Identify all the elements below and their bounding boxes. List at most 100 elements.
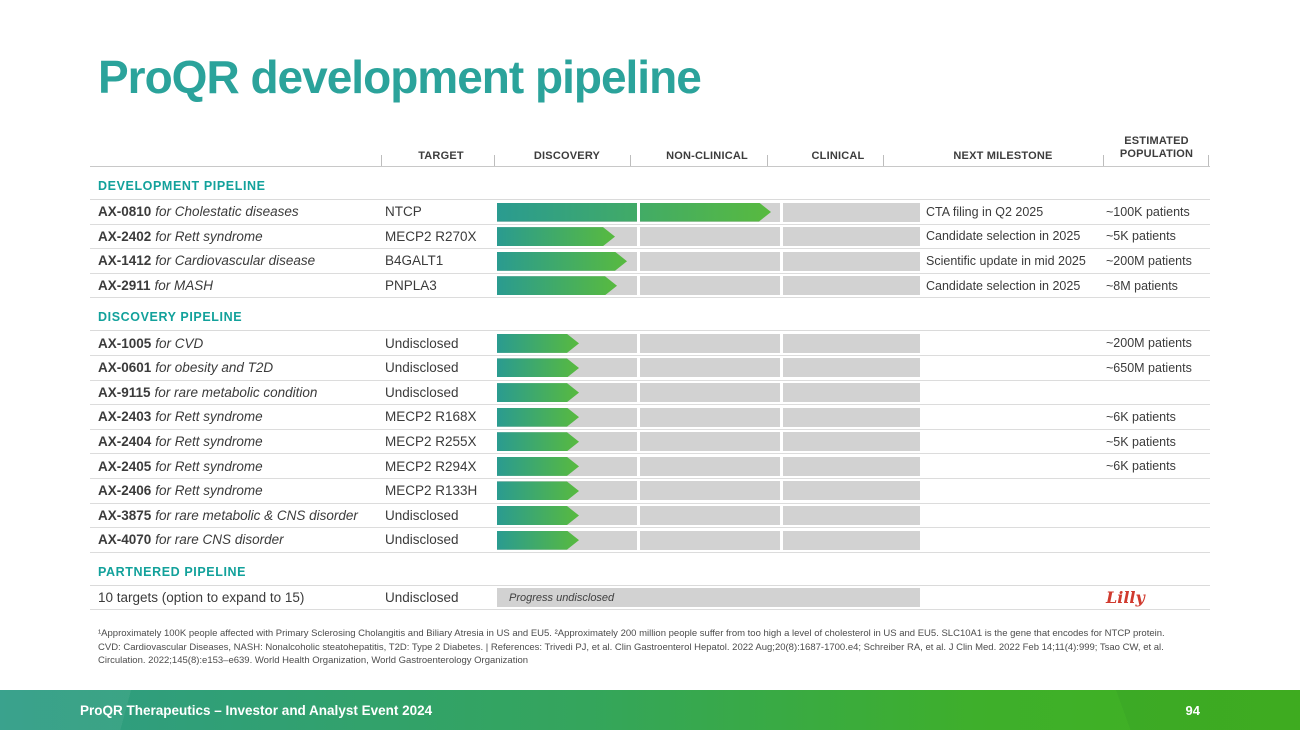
column-divider [637,505,640,526]
progress-undisclosed-label: Progress undisclosed [509,591,615,604]
progress-track [497,454,920,478]
track-segment-non-clinical [640,358,780,378]
product-name: AX-2405 for Rett syndrome [90,459,385,474]
target-cell: PNPLA3 [385,278,437,294]
progress-bar [497,457,579,476]
product-indication: for Rett syndrome [155,483,263,499]
column-header-non-clinical: NON-CLINICAL [666,150,748,162]
pipeline-row-ax-2405: AX-2405 for Rett syndrome MECP2 R294X ~6K… [90,454,1210,479]
progress-bar [497,252,627,271]
pipeline-row-ax-4070: AX-4070 for rare CNS disorder Undisclosed [90,528,1210,553]
pipeline-row-ax-2402: AX-2402 for Rett syndrome MECP2 R270X Can… [90,225,1210,250]
footer-title: ProQR Therapeutics – Investor and Analys… [80,702,433,718]
product-indication: for rare metabolic & CNS disorder [155,507,358,523]
progress-track [497,249,920,273]
footnote-line: Circulation. 2022;145(8):e153–e639. Worl… [98,655,529,666]
progress-bar [497,506,579,525]
product-name: AX-1005 for CVD [90,336,385,351]
population-cell: ~6K patients [1106,409,1176,424]
target-cell: MECP2 R255X [385,434,477,450]
milestone-cell: CTA filing in Q2 2025 [926,204,1044,219]
lilly-logo: Lilly [1106,588,1145,608]
pipeline-row-ax-0601: AX-0601 for obesity and T2D Undisclosed ~… [90,356,1210,381]
product-indication: for rare CNS disorder [155,532,284,548]
track-segment-non-clinical [640,432,780,452]
column-tick [767,155,768,166]
track-segment-non-clinical [640,481,780,501]
footnote-line: ¹Approximately 100K people affected with… [98,628,1165,639]
population-cell: ~5K patients [1106,229,1176,244]
slide-title: ProQR development pipeline [98,51,702,103]
column-header-clinical: CLINICAL [811,150,865,162]
track-segment-clinical [783,530,920,550]
population-cell: ~5K patients [1106,434,1176,449]
column-divider [780,275,783,296]
column-divider [637,480,640,501]
product-code: AX-3875 [98,507,152,523]
track-segment-non-clinical [640,530,780,550]
column-header-next-milestone: NEXT MILESTONE [953,150,1053,162]
target-cell: Undisclosed [385,360,459,376]
progress-track [497,200,920,224]
track-segment-non-clinical [640,383,780,403]
progress-track [497,381,920,405]
progress-bar [497,432,579,451]
product-code: AX-0810 [98,204,152,220]
column-divider [780,505,783,526]
column-divider [637,530,640,551]
progress-bar [497,408,579,427]
product-code: AX-1005 [98,335,152,351]
progress-bar [497,276,617,295]
track-segment-clinical [783,383,920,403]
target-cell: Undisclosed [385,590,459,606]
pipeline-row-partnered: 10 targets (option to expand to 15) Undi… [90,586,1210,611]
track-segment-non-clinical [640,251,780,271]
column-divider [637,382,640,403]
column-divider [637,333,640,354]
product-indication: for Rett syndrome [155,409,263,425]
product-code: AX-2402 [98,228,152,244]
product-name: AX-2911 for MASH [90,278,385,293]
product-name: AX-3875 for rare metabolic & CNS disorder [90,508,385,523]
column-divider [780,382,783,403]
track-segment-non-clinical [640,506,780,526]
column-header-discovery: DISCOVERY [533,150,601,162]
column-divider [780,226,783,247]
product-indication: for MASH [154,278,214,294]
product-code: AX-4070 [98,532,152,548]
column-tick [494,155,495,166]
target-cell: MECP2 R133H [385,483,478,499]
product-code: AX-2404 [98,434,152,450]
progress-bar [497,383,579,402]
track-segment-clinical [783,202,920,222]
target-cell: Undisclosed [385,507,459,523]
column-header-target: TARGET [418,150,464,162]
column-divider [637,456,640,477]
track-segment-non-clinical [640,456,780,476]
product-indication: for Rett syndrome [155,228,263,244]
section-title-development: DEVELOPMENT PIPELINE [90,167,1210,200]
target-cell: MECP2 R294X [385,458,477,474]
product-indication: for obesity and T2D [155,360,274,376]
column-divider [780,333,783,354]
milestone-cell: Candidate selection in 2025 [926,229,1081,244]
column-divider [637,226,640,247]
product-code: AX-1412 [98,253,152,269]
product-code: AX-2911 [98,278,151,294]
target-cell: MECP2 R270X [385,228,477,244]
milestone-cell: Candidate selection in 2025 [926,278,1081,293]
product-indication: for CVD [155,335,204,351]
column-header-estimated-population: ESTIMATED POPULATION [1119,134,1194,161]
table-header-row: TARGET DISCOVERY NON-CLINICAL CLINICAL N… [90,130,1210,167]
pipeline-row-ax-0810: AX-0810 for Cholestatic diseases NTCP CTA… [90,200,1210,225]
progress-track [497,356,920,380]
product-name: AX-0601 for obesity and T2D [90,360,385,375]
population-cell: ~200M patients [1106,253,1192,268]
progress-track: Progress undisclosed [497,586,920,610]
population-cell: ~6K patients [1106,459,1176,474]
footnotes: ¹Approximately 100K people affected with… [98,627,1208,668]
column-divider [780,480,783,501]
progress-bar [497,334,579,353]
partner-cell: Lilly [1100,588,1210,607]
